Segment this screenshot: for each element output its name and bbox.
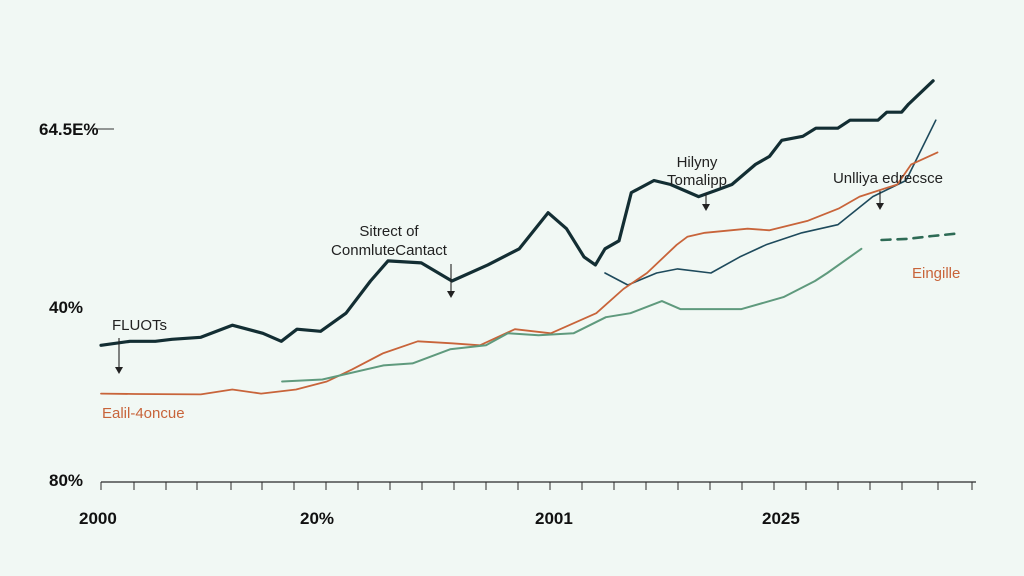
annotation-text: ConmluteCantact xyxy=(331,242,448,259)
annotation-text: Tomalipp xyxy=(667,172,727,189)
y-tick-label: 64.5E% xyxy=(39,120,99,139)
x-tick-label: 2001 xyxy=(535,509,573,528)
series-line-1 xyxy=(99,79,935,347)
annotation-arrow-head xyxy=(702,204,710,211)
x-tick-label: 2000 xyxy=(79,509,117,528)
annotation-arrow-head xyxy=(447,291,455,298)
series-label: Ealil-4oncue xyxy=(102,405,185,422)
y-tick-label: 40% xyxy=(49,298,83,317)
annotation-text: Hilyny xyxy=(677,154,718,171)
series-line-4 xyxy=(281,247,863,383)
series-line-2 xyxy=(604,119,937,286)
y-tick-label: 80% xyxy=(49,471,83,490)
annotation-text: Unlliya edrecsce xyxy=(833,170,943,187)
series-line-3 xyxy=(100,151,939,396)
annotation-text: Sitrect of xyxy=(359,223,419,240)
annotation-arrow-head xyxy=(115,367,123,374)
series-line-5 xyxy=(880,232,959,242)
x-tick-label: 2025 xyxy=(762,509,800,528)
annotation-text: FLUOTs xyxy=(112,317,167,334)
annotation-arrow-head xyxy=(876,203,884,210)
x-tick-label: 20% xyxy=(300,509,334,528)
series-label: Eingille xyxy=(912,265,960,282)
